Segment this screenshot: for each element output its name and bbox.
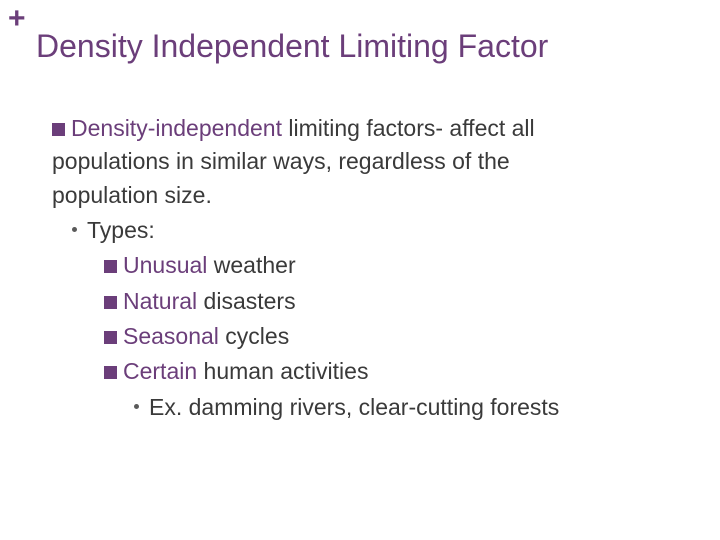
body-text: human activities [197,358,368,384]
dot-bullet-icon [134,404,139,409]
term-text: Certain [123,358,197,384]
square-bullet-icon [104,296,117,309]
term-text: Seasonal [123,323,219,349]
body-text: cycles [219,323,289,349]
content-body: Density-independent limiting factors- af… [52,112,680,424]
square-bullet-icon [104,331,117,344]
example-prefix: Ex. [149,394,182,420]
term-text: Density-independent [71,115,282,141]
body-text: limiting factors- affect all [282,115,535,141]
page-title: Density Independent Limiting Factor [36,28,548,65]
bullet-type-item: Certain human activities [104,355,680,388]
body-text: population size. [52,179,680,212]
square-bullet-icon [52,123,65,136]
plus-icon: + [8,4,26,34]
bullet-type-item: Unusual weather [104,249,680,282]
body-text: weather [207,252,295,278]
bullet-example: Ex. damming rivers, clear-cutting forest… [134,391,680,424]
bullet-types: Types: [72,214,680,247]
bullet-main: Density-independent limiting factors- af… [52,112,680,145]
bullet-type-item: Seasonal cycles [104,320,680,353]
dot-bullet-icon [72,227,77,232]
example-text: damming rivers, clear-cutting forests [182,394,559,420]
square-bullet-icon [104,260,117,273]
bullet-type-item: Natural disasters [104,285,680,318]
term-text: Unusual [123,252,207,278]
term-text: Natural [123,288,197,314]
body-text: disasters [197,288,295,314]
square-bullet-icon [104,366,117,379]
body-text: populations in similar ways, regardless … [52,145,680,178]
types-label: Types: [87,217,155,243]
